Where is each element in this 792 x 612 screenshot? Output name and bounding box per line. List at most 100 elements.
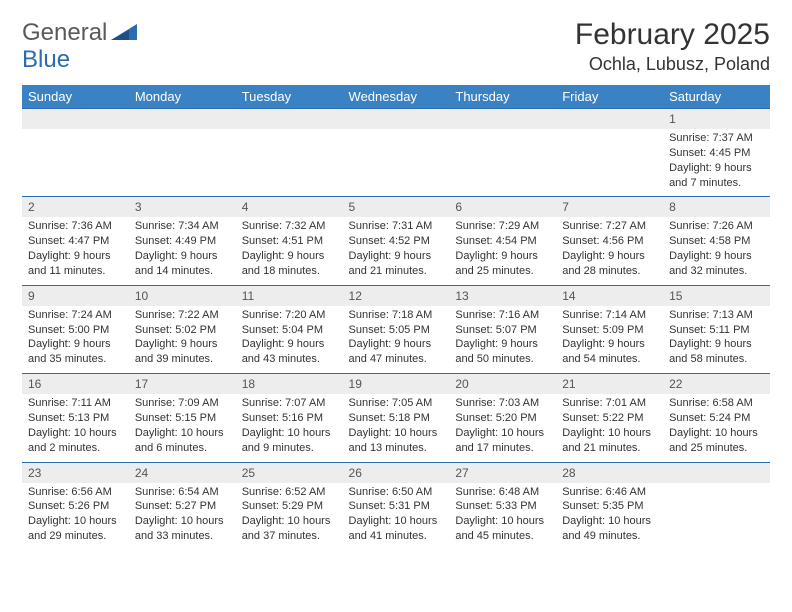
weekday-header: Thursday [449, 85, 556, 109]
sunset-text: Sunset: 4:51 PM [242, 234, 337, 249]
day-cell-content: Sunrise: 6:56 AMSunset: 5:26 PMDaylight:… [22, 483, 129, 550]
day-number: 2 [22, 197, 129, 217]
day-number: 25 [236, 463, 343, 483]
week-content-row: Sunrise: 7:24 AMSunset: 5:00 PMDaylight:… [22, 306, 770, 374]
day-cell-number [663, 462, 770, 483]
day-cell-number: 9 [22, 285, 129, 306]
day-cell-content [663, 483, 770, 550]
day-number: 28 [556, 463, 663, 483]
day-number: 10 [129, 286, 236, 306]
day-number: 13 [449, 286, 556, 306]
sunset-text: Sunset: 5:35 PM [562, 499, 657, 514]
calendar-body: 1Sunrise: 7:37 AMSunset: 4:45 PMDaylight… [22, 109, 770, 550]
sunset-text: Sunset: 5:33 PM [455, 499, 550, 514]
logo-mark-icon [111, 18, 137, 47]
day-cell-content: Sunrise: 7:32 AMSunset: 4:51 PMDaylight:… [236, 217, 343, 285]
daylight-text: Daylight: 9 hours and 18 minutes. [242, 249, 337, 279]
daylight-text: Daylight: 9 hours and 25 minutes. [455, 249, 550, 279]
daylight-text: Daylight: 10 hours and 33 minutes. [135, 514, 230, 544]
day-cell-number: 16 [22, 374, 129, 395]
day-number: 9 [22, 286, 129, 306]
daylight-text: Daylight: 9 hours and 7 minutes. [669, 161, 764, 191]
weekday-header: Friday [556, 85, 663, 109]
day-cell-number: 25 [236, 462, 343, 483]
day-cell-number: 19 [343, 374, 450, 395]
weekday-header: Tuesday [236, 85, 343, 109]
week-daynum-row: 1 [22, 109, 770, 130]
sunset-text: Sunset: 5:20 PM [455, 411, 550, 426]
day-number: 23 [22, 463, 129, 483]
day-number [449, 109, 556, 115]
week-daynum-row: 232425262728 [22, 462, 770, 483]
sunrise-text: Sunrise: 7:11 AM [28, 396, 123, 411]
sunset-text: Sunset: 5:29 PM [242, 499, 337, 514]
sunset-text: Sunset: 5:15 PM [135, 411, 230, 426]
day-cell-number: 28 [556, 462, 663, 483]
sunrise-text: Sunrise: 7:32 AM [242, 219, 337, 234]
daylight-text: Daylight: 9 hours and 28 minutes. [562, 249, 657, 279]
sunrise-text: Sunrise: 7:37 AM [669, 131, 764, 146]
day-cell-number: 11 [236, 285, 343, 306]
sunrise-text: Sunrise: 7:09 AM [135, 396, 230, 411]
day-cell-number: 4 [236, 197, 343, 218]
sunrise-text: Sunrise: 7:27 AM [562, 219, 657, 234]
day-number [663, 463, 770, 469]
day-number: 19 [343, 374, 450, 394]
sunset-text: Sunset: 5:22 PM [562, 411, 657, 426]
day-number: 5 [343, 197, 450, 217]
day-number: 26 [343, 463, 450, 483]
day-cell-content [129, 129, 236, 197]
logo-line2: Blue [22, 46, 70, 74]
day-cell-number [343, 109, 450, 130]
daylight-text: Daylight: 9 hours and 21 minutes. [349, 249, 444, 279]
sunrise-text: Sunrise: 6:56 AM [28, 485, 123, 500]
day-cell-content [236, 129, 343, 197]
day-cell-number: 10 [129, 285, 236, 306]
daylight-text: Daylight: 10 hours and 17 minutes. [455, 426, 550, 456]
sunset-text: Sunset: 5:00 PM [28, 323, 123, 338]
title-block: February 2025 Ochla, Lubusz, Poland [575, 18, 770, 75]
sunrise-text: Sunrise: 7:07 AM [242, 396, 337, 411]
daylight-text: Daylight: 10 hours and 2 minutes. [28, 426, 123, 456]
daylight-text: Daylight: 10 hours and 45 minutes. [455, 514, 550, 544]
day-cell-content: Sunrise: 6:48 AMSunset: 5:33 PMDaylight:… [449, 483, 556, 550]
day-cell-content: Sunrise: 7:22 AMSunset: 5:02 PMDaylight:… [129, 306, 236, 374]
day-number: 11 [236, 286, 343, 306]
sunset-text: Sunset: 5:13 PM [28, 411, 123, 426]
sunset-text: Sunset: 4:52 PM [349, 234, 444, 249]
sunrise-text: Sunrise: 7:34 AM [135, 219, 230, 234]
day-cell-number: 7 [556, 197, 663, 218]
day-cell-number: 21 [556, 374, 663, 395]
daylight-text: Daylight: 10 hours and 6 minutes. [135, 426, 230, 456]
sunset-text: Sunset: 5:05 PM [349, 323, 444, 338]
sunset-text: Sunset: 4:56 PM [562, 234, 657, 249]
day-cell-number [449, 109, 556, 130]
daylight-text: Daylight: 9 hours and 50 minutes. [455, 337, 550, 367]
sunrise-text: Sunrise: 7:03 AM [455, 396, 550, 411]
sunset-text: Sunset: 4:58 PM [669, 234, 764, 249]
day-cell-content: Sunrise: 7:14 AMSunset: 5:09 PMDaylight:… [556, 306, 663, 374]
sunrise-text: Sunrise: 6:58 AM [669, 396, 764, 411]
daylight-text: Daylight: 9 hours and 35 minutes. [28, 337, 123, 367]
week-daynum-row: 9101112131415 [22, 285, 770, 306]
day-cell-content: Sunrise: 7:07 AMSunset: 5:16 PMDaylight:… [236, 394, 343, 462]
day-cell-content: Sunrise: 7:36 AMSunset: 4:47 PMDaylight:… [22, 217, 129, 285]
logo-word-2: Blue [22, 46, 70, 73]
sunrise-text: Sunrise: 7:01 AM [562, 396, 657, 411]
sunrise-text: Sunrise: 6:52 AM [242, 485, 337, 500]
sunrise-text: Sunrise: 7:18 AM [349, 308, 444, 323]
sunset-text: Sunset: 5:07 PM [455, 323, 550, 338]
day-cell-number [556, 109, 663, 130]
logo: General [22, 18, 137, 47]
day-cell-number: 13 [449, 285, 556, 306]
day-cell-content [343, 129, 450, 197]
daylight-text: Daylight: 9 hours and 47 minutes. [349, 337, 444, 367]
sunrise-text: Sunrise: 7:22 AM [135, 308, 230, 323]
day-cell-content: Sunrise: 7:24 AMSunset: 5:00 PMDaylight:… [22, 306, 129, 374]
logo-word-1: General [22, 19, 107, 47]
daylight-text: Daylight: 10 hours and 25 minutes. [669, 426, 764, 456]
week-content-row: Sunrise: 7:37 AMSunset: 4:45 PMDaylight:… [22, 129, 770, 197]
day-cell-number: 23 [22, 462, 129, 483]
day-number: 6 [449, 197, 556, 217]
day-number: 20 [449, 374, 556, 394]
